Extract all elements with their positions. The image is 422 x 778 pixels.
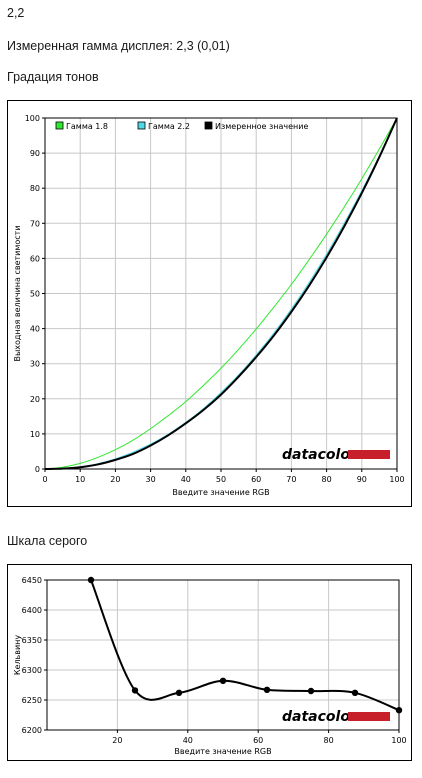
data-point — [87, 576, 95, 584]
value-label: 2,2 — [7, 6, 25, 20]
x-tick-label: 30 — [146, 475, 156, 484]
y-tick-label: 6200 — [22, 726, 42, 735]
y-tick-label: 6400 — [22, 606, 42, 615]
legend-label: Гамма 1.8 — [66, 122, 108, 131]
x-tick-label: 60 — [251, 475, 261, 484]
datacolor-logo: datacolor — [282, 447, 358, 463]
tone-section-title: Градация тонов — [7, 70, 99, 84]
data-point — [351, 689, 359, 696]
x-tick-label: 10 — [75, 475, 85, 484]
plot-frame — [46, 579, 400, 731]
x-tick-label: 20 — [112, 736, 122, 745]
gray-chart-panel: 20 40 60 80 100 6200 6250 6300 6350 6400 6450 Введи… — [7, 564, 412, 761]
y-tick-label: 100 — [25, 114, 40, 123]
y-tick-label: 90 — [30, 149, 40, 158]
y-tick-label: 0 — [35, 465, 40, 474]
x-tick-label: 40 — [181, 475, 191, 484]
series-line-1 — [44, 117, 398, 470]
x-tick-label: 50 — [216, 475, 226, 484]
y-tick-label: 20 — [30, 395, 40, 404]
legend-swatch — [204, 121, 213, 130]
x-tick-label: 80 — [322, 475, 332, 484]
x-tick-label: 0 — [42, 475, 47, 484]
y-axis-title: Выходная величина светимости — [13, 225, 22, 361]
plot-frame — [44, 117, 398, 470]
datacolor-logo: datacolor — [282, 709, 358, 725]
data-point — [175, 689, 183, 696]
x-tick-label: 20 — [110, 475, 120, 484]
legend-label: Гамма 2.2 — [148, 122, 190, 131]
x-axis-title: Введите значение RGB — [172, 488, 269, 497]
tone-chart-panel: 0 10 20 30 40 50 60 70 80 90 100 0 10 20 30 40 50 60 70 80 9… — [7, 100, 412, 507]
y-tick-label: 80 — [30, 184, 40, 193]
datacolor-logo-bar — [348, 712, 390, 721]
y-tick-label: 6350 — [22, 636, 42, 645]
y-tick-label: 6450 — [22, 576, 42, 585]
tone-chart: 0 10 20 30 40 50 60 70 80 90 100 0 10 20 30 40 50 60 70 80 9… — [13, 114, 405, 497]
data-point — [219, 677, 227, 684]
y-tick-label: 30 — [30, 360, 40, 369]
x-tick-label: 90 — [357, 475, 367, 484]
datacolor-logo-bar — [348, 450, 390, 459]
x-tick-label: 80 — [324, 736, 334, 745]
data-point — [307, 687, 315, 695]
measured-gamma-text: Измеренная гамма дисплея: 2,3 (0,01) — [7, 39, 230, 53]
y-tick-label: 6300 — [22, 666, 42, 675]
y-tick-label: 50 — [30, 290, 40, 299]
x-axis-title: Введите значение RGB — [174, 747, 271, 756]
data-point — [263, 686, 271, 693]
x-tick-label: 100 — [391, 736, 406, 745]
legend-swatch — [137, 121, 146, 130]
legend-label: Измеренное значение — [215, 122, 308, 131]
x-tick-label: 100 — [389, 475, 404, 484]
y-tick-label: 60 — [30, 254, 40, 263]
y-axis-title: Кельвину — [13, 635, 22, 676]
data-point — [395, 707, 403, 714]
gray-chart: 20 40 60 80 100 6200 6250 6300 6350 6400 6450 Введи… — [13, 576, 407, 756]
data-point — [131, 687, 139, 694]
x-tick-label: 60 — [253, 736, 263, 745]
y-tick-label: 10 — [30, 430, 40, 439]
y-tick-label: 6250 — [22, 696, 42, 705]
legend-swatch — [55, 121, 64, 130]
y-tick-label: 70 — [30, 219, 40, 228]
x-tick-label: 70 — [286, 475, 296, 484]
gray-section-title: Шкала серого — [7, 534, 88, 548]
x-tick-label: 40 — [183, 736, 193, 745]
y-tick-label: 40 — [30, 325, 40, 334]
series-line-3 — [44, 117, 398, 470]
